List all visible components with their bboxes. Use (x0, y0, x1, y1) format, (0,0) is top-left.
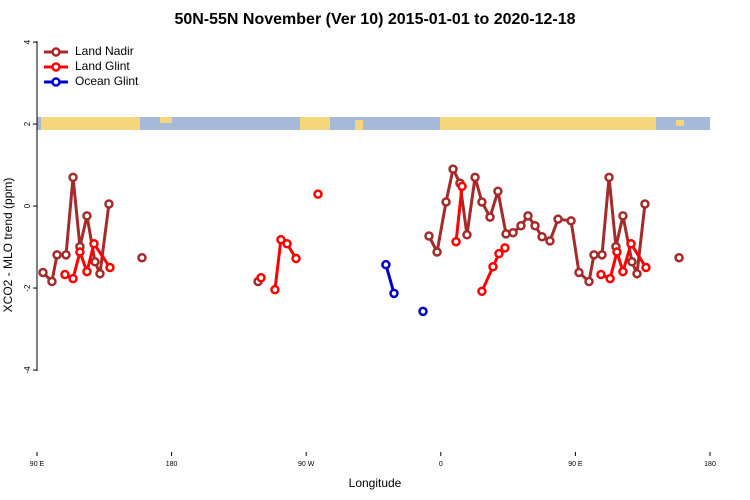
x-tick-label: 180 (166, 461, 178, 468)
data-point (574, 267, 584, 278)
legend-label: Land Nadir (75, 44, 134, 58)
data-point (523, 211, 533, 221)
data-point (516, 220, 526, 231)
y-tick-label: 4 (23, 39, 32, 44)
x-tick-label: 0 (439, 461, 443, 468)
data-point (470, 172, 480, 183)
data-point (276, 234, 286, 245)
data-point (632, 268, 642, 279)
legend-label: Land Glint (75, 59, 130, 73)
data-point (424, 231, 434, 241)
data-point (52, 250, 62, 260)
data-point (104, 199, 114, 209)
data-point (589, 250, 599, 260)
data-point (537, 232, 547, 242)
series-line (386, 265, 423, 312)
data-point (68, 273, 78, 284)
data-point (137, 252, 147, 263)
data-point (90, 257, 100, 267)
data-point (597, 250, 607, 260)
data-point (448, 164, 458, 174)
data-point (530, 220, 540, 231)
data-point (674, 252, 684, 263)
legend-label: Ocean Glint (75, 74, 139, 88)
series-line (64, 186, 648, 292)
data-point (38, 267, 48, 278)
y-tick-label: 2 (23, 121, 32, 126)
data-point (432, 247, 442, 257)
data-point (618, 211, 628, 221)
data-point (95, 268, 105, 279)
land-ocean-strip (37, 117, 710, 130)
data-point (640, 199, 650, 209)
data-point (553, 214, 563, 224)
data-point (89, 239, 99, 249)
data-point (493, 186, 503, 197)
data-point (494, 248, 504, 259)
data-point (604, 172, 614, 183)
data-point (485, 212, 495, 222)
data-point (282, 239, 292, 249)
series-line (43, 169, 679, 281)
data-point (256, 273, 266, 283)
data-point (441, 197, 451, 207)
data-point (641, 262, 651, 273)
y-tick-label: -2 (23, 284, 32, 292)
data-point (596, 269, 606, 280)
data-point (545, 236, 555, 246)
data-point (566, 216, 576, 226)
data-point (457, 181, 467, 192)
data-point (381, 259, 391, 270)
data-point (47, 276, 57, 287)
data-point (508, 227, 518, 238)
y-tick-label: 0 (23, 203, 32, 208)
data-point (82, 266, 92, 277)
data-point (270, 284, 280, 295)
x-tick-label: 180 (704, 461, 716, 468)
data-point (61, 250, 71, 260)
data-point (612, 247, 622, 257)
data-point (626, 239, 636, 249)
data-point (618, 266, 628, 277)
x-tick-label: 90 E (30, 461, 45, 468)
data-point (477, 197, 487, 207)
data-point (477, 286, 487, 297)
x-tick-label: 90 E (568, 461, 583, 468)
data-point (605, 273, 615, 284)
legend-marker (51, 47, 61, 57)
y-tick-label: -4 (23, 366, 32, 374)
data-point (418, 306, 428, 317)
y-axis-label: XCO2 - MLO trend (ppm) (1, 178, 15, 313)
data-point (500, 243, 510, 253)
data-point (389, 288, 399, 299)
chart-title: 50N-55N November (Ver 10) 2015-01-01 to … (174, 11, 575, 28)
legend-marker (51, 77, 61, 87)
data-point (68, 172, 78, 183)
x-axis-label: Longitude (349, 476, 402, 490)
data-point (82, 211, 92, 221)
data-point (584, 276, 594, 287)
data-point (105, 262, 115, 273)
data-point (462, 230, 472, 240)
data-point (291, 253, 301, 264)
data-point (451, 236, 461, 247)
legend-marker (51, 62, 61, 72)
data-point (313, 189, 323, 199)
data-point (488, 261, 498, 272)
data-point (75, 247, 85, 257)
data-point (60, 269, 70, 280)
data-point (627, 257, 637, 267)
x-tick-label: 90 W (298, 461, 315, 468)
